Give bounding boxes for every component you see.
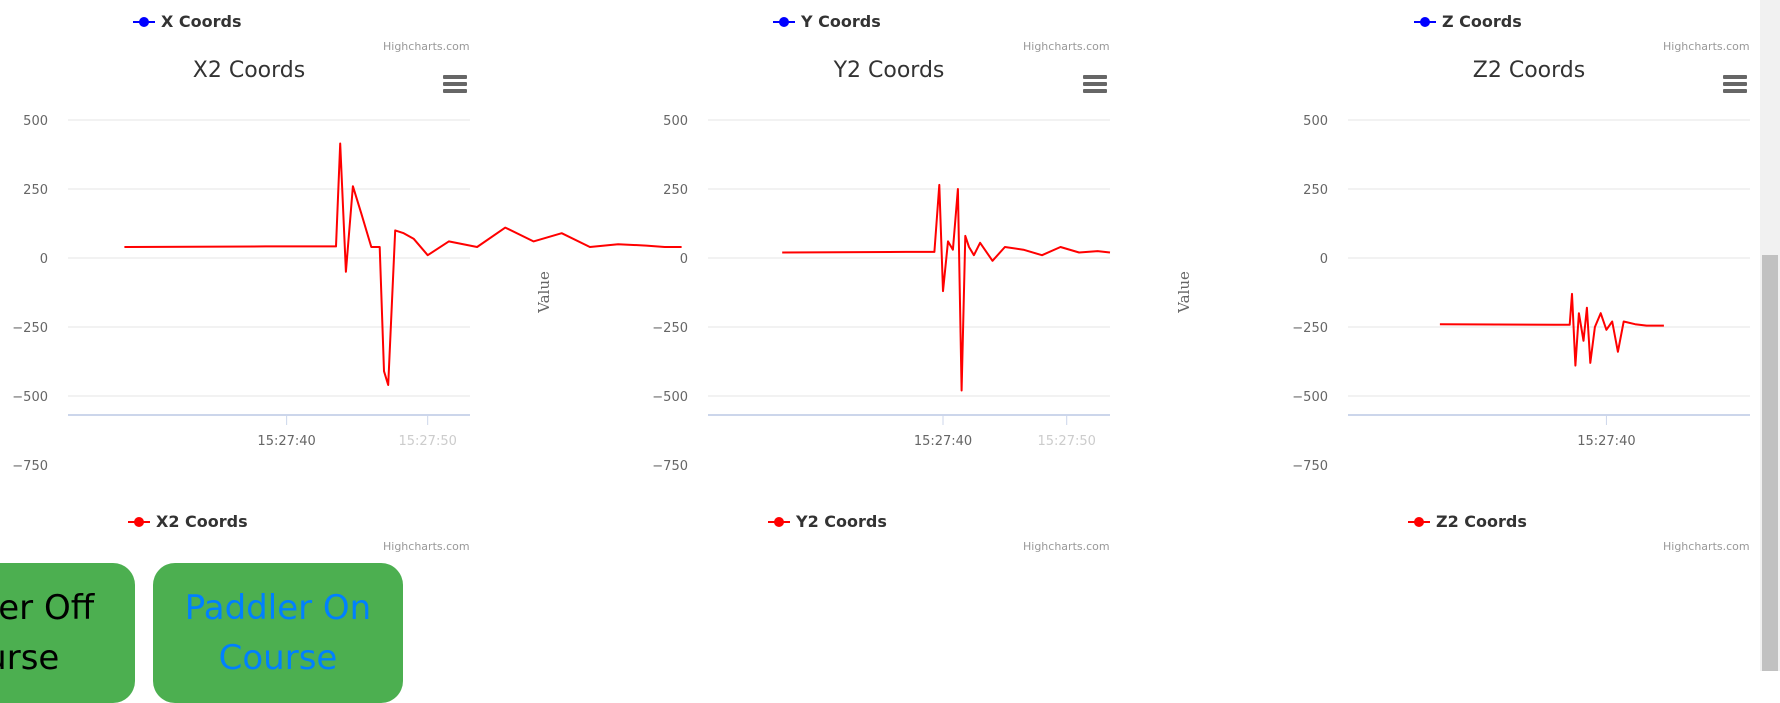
chart-title: X2 Coords [193, 58, 305, 83]
y-axis-label: Value [534, 271, 553, 313]
paddler-on-course-button[interactable]: Paddler On Course [153, 563, 403, 703]
y-tick-label: 250 [663, 183, 688, 198]
highcharts-credit[interactable]: Highcharts.com [1023, 540, 1110, 553]
y-tick-label: 0 [1320, 252, 1328, 267]
y-tick-label: −500 [652, 390, 688, 405]
series-marker-icon [1414, 16, 1436, 28]
y-tick-label: −500 [12, 390, 48, 405]
x-tick-label: 15:27:50 [1038, 434, 1096, 449]
legend-label: Z2 Coords [1436, 512, 1527, 531]
button-label: Paddler Off Course [0, 588, 95, 678]
y-tick-label: −750 [652, 459, 688, 474]
legend-item-y-coords[interactable]: Y Coords [773, 12, 881, 31]
legend-item-x2-coords[interactable]: X2 Coords [128, 512, 248, 531]
series-marker-icon [128, 516, 150, 528]
y-tick-label: −250 [12, 321, 48, 336]
x-tick-label: 15:27:40 [914, 434, 972, 449]
y-axis-label: Value [1174, 271, 1193, 313]
button-label: Paddler On Course [184, 588, 372, 678]
legend-item-z2-coords[interactable]: Z2 Coords [1408, 512, 1527, 531]
y-tick-label: 500 [1303, 114, 1328, 129]
series-marker-icon [133, 16, 155, 28]
chart-menu-icon[interactable] [1083, 75, 1107, 95]
series-marker-icon [773, 16, 795, 28]
y-tick-label: 0 [40, 252, 48, 267]
legend-item-y2-coords[interactable]: Y2 Coords [768, 512, 887, 531]
y-tick-label: 0 [680, 252, 688, 267]
highcharts-credit[interactable]: Highcharts.com [1663, 40, 1750, 53]
chart-menu-icon[interactable] [443, 75, 467, 95]
y-tick-label: 250 [23, 183, 48, 198]
y-tick-label: 500 [663, 114, 688, 129]
highcharts-credit[interactable]: Highcharts.com [383, 40, 470, 53]
series-line[interactable] [1439, 292, 1664, 367]
y-tick-label: 500 [23, 114, 48, 129]
x-tick-label: 15:27:40 [257, 434, 315, 449]
x-tick-label: 15:27:40 [1577, 434, 1635, 449]
series-marker-icon [1408, 516, 1430, 528]
y-tick-label: −750 [12, 459, 48, 474]
legend-item-z-coords[interactable]: Z Coords [1414, 12, 1522, 31]
y2-coords-chart[interactable]: Y2 Coords 500 250 0 −250 −500 −750 15:27:40 15:2… [640, 55, 1120, 555]
x2-coords-chart[interactable]: X2 Coords 500 250 0 −250 −500 −750 15:27:40 15:2… [0, 55, 682, 555]
legend-label: Z Coords [1442, 12, 1522, 31]
y-tick-label: −250 [1292, 321, 1328, 336]
z2-coords-chart[interactable]: Z2 Coords 500 250 0 −250 −500 −750 15:27:40 [1280, 55, 1760, 555]
series-marker-icon [768, 516, 790, 528]
legend-item-x-coords[interactable]: X Coords [133, 12, 242, 31]
series-line[interactable] [124, 142, 682, 386]
x-tick-label: 15:27:50 [398, 434, 456, 449]
y-tick-label: −750 [1292, 459, 1328, 474]
highcharts-credit[interactable]: Highcharts.com [1663, 540, 1750, 553]
series-line[interactable] [782, 183, 1111, 392]
paddler-off-course-button[interactable]: Paddler Off Course [0, 563, 135, 703]
legend-label: X Coords [161, 12, 242, 31]
chart-title: Z2 Coords [1473, 58, 1585, 83]
legend-label: Y2 Coords [796, 512, 887, 531]
chart-menu-icon[interactable] [1723, 75, 1747, 95]
highcharts-credit[interactable]: Highcharts.com [383, 540, 470, 553]
legend-label: X2 Coords [156, 512, 248, 531]
chart-title: Y2 Coords [833, 58, 945, 83]
scrollbar-thumb[interactable] [1762, 255, 1778, 671]
y-tick-label: −500 [1292, 390, 1328, 405]
highcharts-credit[interactable]: Highcharts.com [1023, 40, 1110, 53]
y-tick-label: −250 [652, 321, 688, 336]
legend-label: Y Coords [801, 12, 881, 31]
y-tick-label: 250 [1303, 183, 1328, 198]
